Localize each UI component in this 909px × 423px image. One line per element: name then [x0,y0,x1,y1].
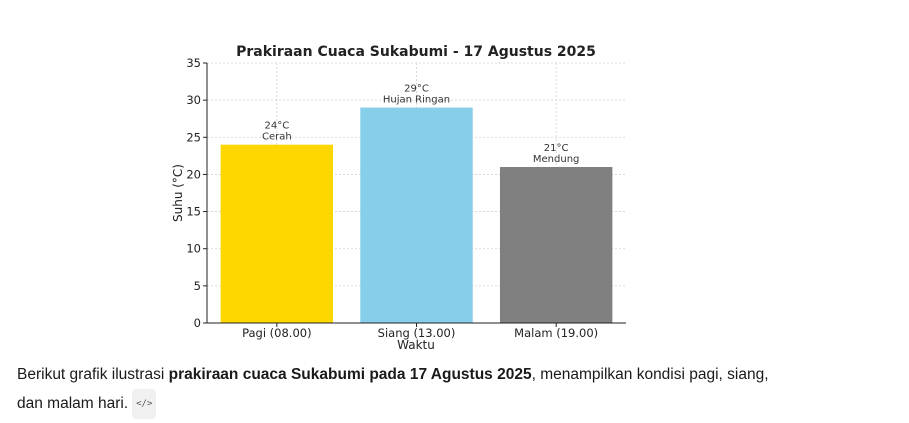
x-tick-label: Pagi (08.00) [242,326,312,340]
y-tick-label: 20 [186,167,201,181]
bar [499,167,613,323]
y-tick-label: 30 [186,93,201,107]
bar-condition-label: Hujan Ringan [383,95,450,106]
bar [360,107,473,323]
x-ticks: Pagi (08.00) Siang (13.00) Malam (19.00) [242,323,598,340]
x-tick-label: Siang (13.00) [378,326,456,340]
y-tick-label: 5 [194,279,201,293]
bar-chart: Prakiraan Cuaca Sukabumi - 17 Agustus 20… [171,44,626,352]
chart: Prakiraan Cuaca Sukabumi - 17 Agustus 20… [160,36,640,356]
caption-text-start: Berikut grafik ilustrasi [17,366,169,383]
y-tick-label: 35 [186,56,201,70]
y-tick-label: 15 [186,205,201,219]
caption-bold: prakiraan cuaca Sukabumi pada 17 Agustus… [168,366,532,383]
y-ticks: 0 5 10 15 20 25 30 35 [186,56,207,330]
y-axis-label: Suhu (°C) [171,164,185,222]
code-icon[interactable]: </> [132,389,157,419]
y-tick-label: 10 [186,242,201,256]
bar-condition-label: Mendung [533,154,580,165]
y-tick-label: 0 [194,316,201,330]
chart-title: Prakiraan Cuaca Sukabumi - 17 Agustus 20… [236,44,596,60]
bar-condition-label: Cerah [262,132,292,143]
caption: Berikut grafik ilustrasi prakiraan cuaca… [17,361,797,419]
bars [220,107,613,323]
caption-text-end: , menampilkan kondisi pagi, siang, dan m… [17,366,769,412]
y-tick-label: 25 [186,130,201,144]
bar [220,144,334,323]
bar-value-label: 29°C [404,84,429,95]
bar-value-label: 21°C [544,143,569,154]
bar-value-label: 24°C [264,121,289,132]
x-tick-label: Malam (19.00) [514,326,598,340]
x-axis-label: Waktu [397,338,435,352]
